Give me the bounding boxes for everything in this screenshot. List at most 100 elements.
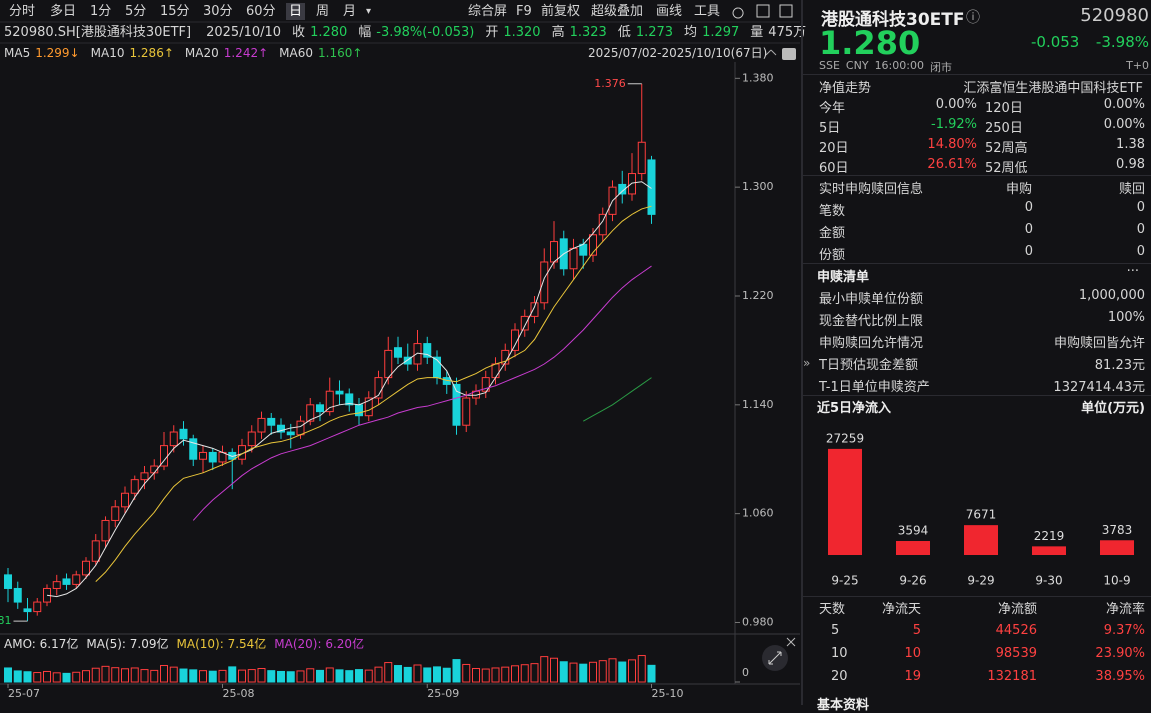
period-tab[interactable]: 15分 (160, 4, 190, 19)
row-value: 98539 (995, 646, 1037, 661)
window-icon[interactable] (756, 4, 770, 18)
candle-body (618, 183, 627, 195)
volume-stat: MA(5): 7.09亿 (86, 637, 169, 651)
x-tick-label: 25-07 (8, 687, 40, 700)
row-label: 今年 (819, 101, 846, 116)
wp-icon[interactable] (782, 48, 796, 60)
close-icon[interactable] (786, 637, 796, 647)
volume-bar (179, 668, 188, 683)
candle-body (101, 519, 110, 542)
expand-toggle[interactable]: » (803, 356, 811, 370)
row-value: 1.38 (1116, 137, 1145, 152)
candle-body (374, 377, 383, 399)
row-value: 0 (1136, 222, 1145, 237)
volume-bar (618, 661, 627, 683)
row-value: 132181 (987, 669, 1037, 684)
row-value: 10 (904, 646, 921, 661)
settings-icon[interactable] (732, 7, 744, 19)
volume-bar (530, 663, 539, 683)
dropdown[interactable]: ▾ (366, 6, 372, 17)
field-label: 量 (750, 25, 764, 40)
volume-bar (637, 655, 646, 683)
tool-button[interactable]: 超级叠加 (591, 4, 644, 19)
candle-body (628, 173, 636, 195)
period-tab[interactable]: 周 (316, 4, 330, 19)
volume-bar (169, 666, 178, 683)
col-header: 净流天 (881, 602, 921, 617)
row-value: -1.92% (931, 117, 977, 132)
row-label: 5日 (819, 121, 841, 136)
layout-icon[interactable] (779, 4, 793, 18)
row-label: 笔数 (819, 204, 846, 219)
candle-body (530, 302, 539, 317)
candle-body (23, 608, 32, 613)
candle-body (540, 261, 549, 304)
volume-bar (559, 661, 568, 683)
tool-button[interactable]: 前复权 (541, 4, 581, 19)
row-value: 0.00% (1103, 117, 1145, 132)
volume-bar (384, 662, 393, 683)
candle-body (130, 479, 139, 494)
volume-bar (140, 669, 149, 683)
tool-button[interactable]: F9 (516, 4, 532, 19)
divider (803, 596, 1151, 597)
volume-bar (130, 667, 139, 683)
volume-bar (579, 663, 588, 683)
field-value: 475万 (768, 25, 807, 40)
candle-body (511, 329, 519, 351)
col-header: 净流额 (997, 602, 1037, 617)
period-tab[interactable]: 5分 (125, 4, 147, 19)
bar (1032, 546, 1066, 555)
collapse-icon[interactable] (765, 49, 777, 56)
volume-bar (628, 659, 636, 683)
tool-button[interactable]: 画线 (656, 4, 683, 19)
info-icon[interactable]: ⓘ (966, 10, 980, 26)
volume-bar (121, 668, 129, 683)
volume-bar (52, 672, 61, 683)
volume-bar (33, 672, 42, 683)
period-tab[interactable]: 月 (343, 4, 357, 19)
candle-body (189, 438, 198, 460)
ma-value: 1.299↓ (35, 46, 80, 60)
period-tab[interactable]: 1分 (90, 4, 112, 19)
candle-body (62, 578, 71, 585)
row-label: 52周高 (985, 141, 1028, 156)
candle-body (52, 581, 61, 589)
divider (803, 74, 1151, 75)
candle-body (325, 390, 334, 413)
volume-bar (598, 660, 607, 683)
tool-button[interactable]: 工具 (694, 4, 721, 19)
more-button[interactable]: ··· (1126, 264, 1139, 279)
x-tick-label: 25-08 (223, 687, 255, 700)
ma-name: MA10 (90, 46, 125, 60)
volume-stat: MA(10): 7.54亿 (176, 637, 267, 651)
field-label: 幅 (358, 25, 372, 40)
price-change-pct: -3.98% (1095, 33, 1149, 51)
row-value: 19 (904, 669, 921, 684)
ma-line (192, 265, 652, 521)
quote-line: 520980.SH[港股通科技30ETF] 2025/10/10 收 1.280 幅 -3… (4, 24, 806, 41)
x-tick-label: 25-09 (427, 687, 459, 700)
volume-bar (111, 667, 120, 683)
security-code: 520980 (1080, 5, 1149, 26)
candle-body (267, 417, 276, 426)
period-tab[interactable]: 多日 (50, 4, 77, 19)
period-tab[interactable]: 30分 (203, 4, 233, 19)
candle-body (452, 383, 461, 426)
tool-button[interactable]: 综合屏 (468, 4, 508, 19)
volume-bar (62, 672, 71, 683)
volume-bar (569, 662, 578, 683)
meta-item: 16:00:00 (874, 59, 924, 72)
y-tick-label: 1.220 (742, 289, 774, 302)
candle-body (520, 315, 529, 331)
period-tab[interactable]: 60分 (246, 4, 276, 19)
y-tick-label: 1.300 (742, 180, 774, 193)
section-title: 实时申购赎回信息 (819, 182, 924, 197)
x-tick-label: 25-10 (652, 687, 684, 700)
period-tab[interactable]: 分时 (9, 4, 36, 19)
ma-name: MA20 (184, 46, 219, 60)
row-value: 申购赎回皆允许 (1053, 336, 1145, 351)
bar-value: 3594 (898, 524, 929, 538)
period-tab[interactable]: 日 (286, 3, 306, 20)
col-header: 净流率 (1105, 602, 1145, 617)
